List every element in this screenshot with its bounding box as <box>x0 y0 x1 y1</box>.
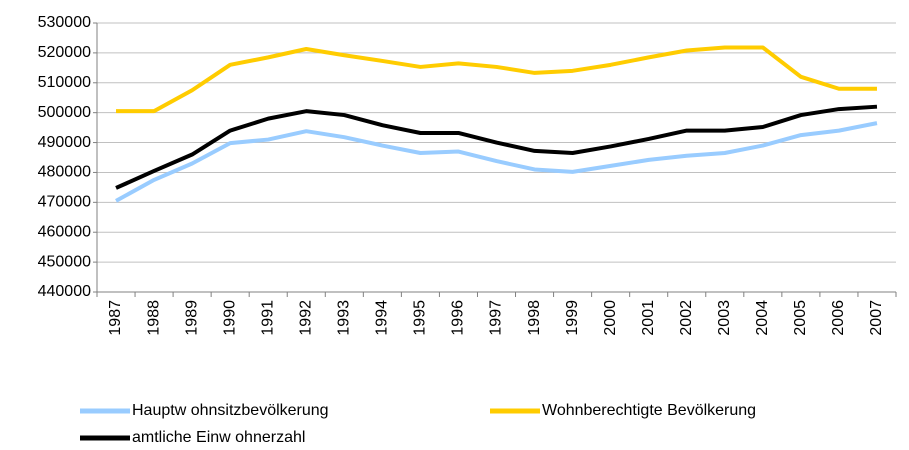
x-tick-label: 1991 <box>259 300 276 336</box>
legend-label: Hauptw ohnsitzbevölkerung <box>132 402 329 419</box>
x-tick-label: 1999 <box>564 300 581 336</box>
line-series <box>115 104 878 190</box>
y-tick-label: 440000 <box>38 283 91 300</box>
x-tick-label: 2003 <box>716 300 733 336</box>
x-tick-label: 2004 <box>754 300 771 336</box>
x-tick-label: 1990 <box>221 300 238 336</box>
y-tick-label: 530000 <box>38 14 91 31</box>
x-tick-label: 2007 <box>868 300 885 336</box>
x-tick-label: 1996 <box>450 300 467 336</box>
y-tick-label: 460000 <box>38 223 91 240</box>
x-tick-label: 1989 <box>183 300 200 336</box>
y-tick-label: 480000 <box>38 164 91 181</box>
legend-label: amtliche Einw ohnerzahl <box>132 429 305 446</box>
y-tick-label: 470000 <box>38 194 91 211</box>
y-tick-label: 490000 <box>38 134 91 151</box>
x-tick-label: 2001 <box>640 300 657 336</box>
y-tick-label: 520000 <box>38 44 91 61</box>
x-tick-label: 2000 <box>602 300 619 336</box>
x-tick-label: 1993 <box>336 300 353 336</box>
x-tick-label: 1998 <box>526 300 543 336</box>
x-tick-label: 1995 <box>412 300 429 336</box>
y-tick-label: 510000 <box>38 74 91 91</box>
line-series <box>115 121 878 203</box>
y-tick-label: 450000 <box>38 253 91 270</box>
x-tick-label: 2005 <box>792 300 809 336</box>
x-tick-label: 2006 <box>830 300 847 336</box>
x-tick-label: 1997 <box>488 300 505 336</box>
y-tick-label: 500000 <box>38 104 91 121</box>
x-tick-label: 1994 <box>374 300 391 336</box>
x-tick-label: 1987 <box>107 300 124 336</box>
x-tick-label: 1988 <box>145 300 162 336</box>
legend-label: Wohnberechtigte Bevölkerung <box>542 402 756 419</box>
x-tick-label: 2002 <box>678 300 695 336</box>
line-series <box>116 45 877 114</box>
x-tick-label: 1992 <box>297 300 314 336</box>
